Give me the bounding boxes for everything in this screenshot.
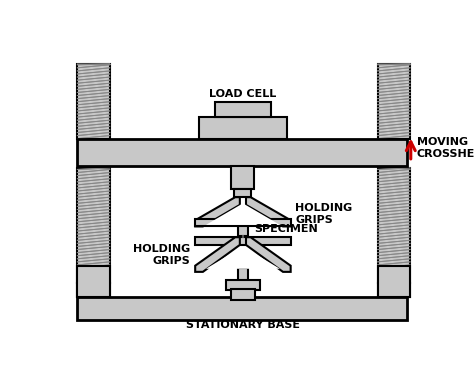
Polygon shape — [246, 197, 291, 226]
Bar — [378, 283, 410, 297]
Text: LOAD CELL: LOAD CELL — [210, 89, 276, 99]
Text: HOLDING
GRIPS: HOLDING GRIPS — [133, 244, 191, 266]
Bar — [378, 168, 410, 283]
Bar — [237, 226, 248, 236]
Bar — [231, 289, 255, 299]
Bar — [240, 236, 246, 237]
Bar — [195, 219, 291, 226]
Polygon shape — [206, 246, 280, 269]
Bar — [77, 283, 109, 297]
Bar — [226, 280, 260, 290]
Bar — [231, 166, 255, 190]
Polygon shape — [195, 237, 240, 272]
Text: MOVING
CROSSHEAD: MOVING CROSSHEAD — [417, 137, 474, 159]
Bar — [77, 168, 109, 283]
Text: STATIONARY BASE: STATIONARY BASE — [186, 319, 300, 330]
Polygon shape — [195, 197, 240, 226]
Bar — [378, 64, 410, 139]
Bar — [215, 102, 271, 117]
Text: SPECIMEN: SPECIMEN — [255, 224, 318, 234]
Polygon shape — [246, 237, 291, 272]
Bar — [378, 266, 410, 297]
Bar — [77, 266, 109, 297]
Bar — [235, 190, 251, 197]
Text: HOLDING
GRIPS: HOLDING GRIPS — [295, 203, 353, 225]
Bar — [77, 139, 407, 166]
Bar — [199, 117, 287, 139]
Bar — [195, 237, 291, 245]
Bar — [237, 268, 248, 281]
Bar — [77, 64, 109, 139]
Polygon shape — [206, 203, 280, 225]
Bar — [77, 297, 407, 320]
